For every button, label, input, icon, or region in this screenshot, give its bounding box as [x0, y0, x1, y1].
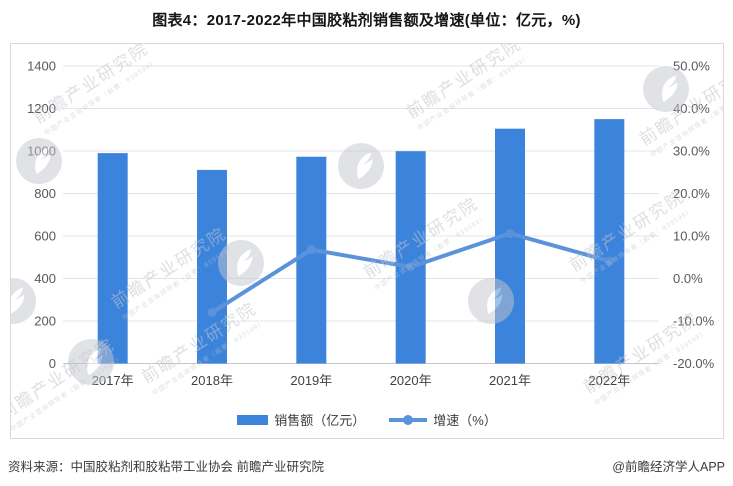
left-axis-tick: 1200: [27, 101, 56, 116]
legend-label-growth: 增速（%）: [433, 413, 497, 428]
x-axis-label: 2018年: [191, 373, 233, 388]
chart-title: 图表4：2017-2022年中国胶粘剂销售额及增速(单位：亿元，%): [152, 12, 581, 29]
left-axis-tick: 400: [34, 271, 56, 286]
chart-canvas: 0 -20.0% 200 -10.0% 400 0.0% 600 10.0% 800 20.0% 1…: [27, 59, 715, 389]
right-axis-tick: 10.0%: [673, 229, 710, 244]
line-swatch-icon: [389, 414, 428, 425]
right-axis-tick: 40.0%: [673, 101, 710, 116]
sales-bar-2018年: [197, 169, 227, 364]
sales-bar-2021年: [495, 128, 525, 364]
left-axis-tick: 800: [34, 186, 56, 201]
left-axis-tick: 1400: [27, 59, 56, 74]
right-axis-tick: 0.0%: [673, 271, 703, 286]
right-axis-tick: -20.0%: [673, 356, 715, 371]
growth-point-2019年: [306, 245, 316, 255]
left-axis-tick: 600: [34, 229, 56, 244]
growth-point-2021年: [505, 228, 515, 238]
growth-point-2018年: [207, 308, 217, 317]
credit-note: @前瞻经济学人APP: [612, 460, 725, 474]
right-axis-tick: -10.0%: [673, 314, 715, 329]
sales-bar-2022年: [594, 119, 625, 364]
chart-area: 0 -20.0% 200 -10.0% 400 0.0% 600 10.0% 800 20.0% 1…: [10, 43, 724, 439]
sales-bar-2017年: [97, 153, 128, 364]
right-axis-tick: 50.0%: [673, 59, 710, 74]
sales-bar-2020年: [395, 151, 426, 364]
chart-legend: 销售额（亿元） 增速（%）: [11, 410, 723, 429]
bar-swatch-icon: [237, 414, 269, 425]
left-axis-tick: 1000: [27, 144, 56, 159]
x-axis-label: 2021年: [489, 373, 531, 388]
left-axis-tick: 200: [34, 314, 56, 329]
growth-point-2020年: [406, 262, 416, 272]
right-axis-tick: 20.0%: [673, 186, 710, 201]
x-axis-label: 2019年: [290, 373, 332, 388]
footer: 资料来源：中国胶粘剂和胶粘带工业协会 前瞻产业研究院 @前瞻经济学人APP: [8, 456, 725, 475]
source-note: 资料来源：中国胶粘剂和胶粘带工业协会 前瞻产业研究院: [8, 460, 324, 474]
x-axis-label: 2022年: [588, 373, 630, 388]
right-axis-tick: 30.0%: [673, 144, 710, 159]
legend-item-growth: 增速（%）: [389, 410, 497, 429]
x-axis-label: 2017年: [92, 373, 134, 388]
legend-label-sales: 销售额（亿元）: [274, 413, 366, 428]
growth-point-2022年: [604, 256, 614, 266]
x-axis-label: 2020年: [390, 373, 432, 388]
sales-bar-2019年: [296, 156, 327, 364]
left-axis-tick: 0: [49, 356, 56, 371]
legend-item-sales: 销售额（亿元）: [237, 410, 365, 429]
